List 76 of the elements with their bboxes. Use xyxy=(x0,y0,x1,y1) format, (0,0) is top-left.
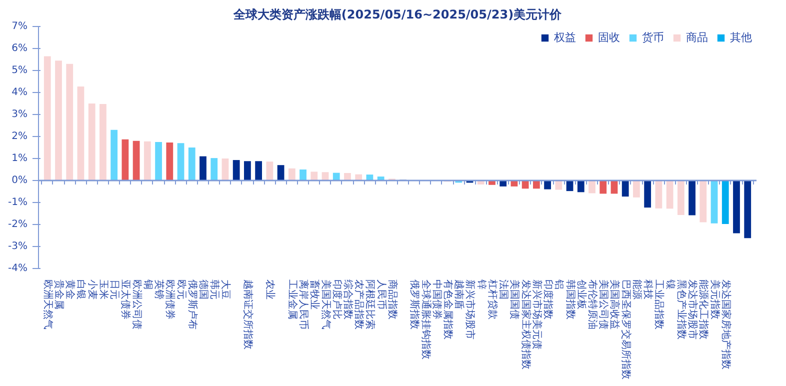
x-tick-label: 美元指数 xyxy=(708,280,721,320)
y-tick-label: -2% xyxy=(8,219,28,230)
x-tick-label: 俄罗斯指数 xyxy=(408,280,421,330)
x-tick-label: 玉米 xyxy=(97,280,110,300)
x-tick-label: 布伦特原油 xyxy=(586,280,599,330)
x-tick-label: 杠杆贷款 xyxy=(486,278,498,320)
x-tick-label: 德国 xyxy=(197,280,208,300)
x-tick-label: 中国债券 xyxy=(430,280,443,320)
x-tick-label: 锌 xyxy=(475,278,488,290)
x-tick-label: 农产品指数 xyxy=(353,280,366,330)
x-tick-label: 小麦 xyxy=(86,280,98,300)
y-tick-label: 4% xyxy=(12,87,28,98)
x-tick-label: 美国天然气 xyxy=(320,280,332,330)
x-tick-label: 欧洲天然气 xyxy=(42,280,54,330)
x-tick-label: 亚太债券 xyxy=(120,280,132,320)
y-tick-label: 1% xyxy=(12,153,28,164)
x-tick-label: 阿根廷比索 xyxy=(364,280,376,330)
x-tick-label: 黄金 xyxy=(64,280,76,300)
x-tick-label: 英镑 xyxy=(153,280,166,300)
x-tick-label: 有色金属指数 xyxy=(442,280,454,340)
x-tick-label: 工业金属 xyxy=(286,280,298,320)
x-tick-label: 商品指数 xyxy=(386,280,398,320)
x-tick-label: 能源 xyxy=(630,280,643,300)
legend-label: 商品 xyxy=(686,30,708,45)
y-tick-label: 3% xyxy=(12,109,28,120)
x-tick-label: 印度卢比 xyxy=(330,280,343,320)
chart-title: 全球大类资产涨跌幅(2025/05/16~2025/05/23)美元计价 xyxy=(232,8,563,22)
x-tick-label: 贵金属 xyxy=(53,280,66,310)
x-tick-label: 越南证交所指数 xyxy=(242,280,254,350)
legend-label: 权益 xyxy=(554,30,576,45)
x-tick-label: 欧元 xyxy=(175,280,186,300)
x-tick-label: 发达市场股市 xyxy=(686,280,699,340)
x-tick-label: 能源化工指数 xyxy=(698,280,710,340)
x-tick-label: 人民币 xyxy=(375,280,388,310)
y-tick-label: 0% xyxy=(12,175,28,186)
y-tick-label: 7% xyxy=(12,21,28,32)
y-tick-label: -3% xyxy=(8,241,28,252)
y-tick-label: 6% xyxy=(12,43,28,54)
x-tick-label: 综合指数 xyxy=(342,280,354,320)
x-tick-label: 离岸人民币 xyxy=(298,280,310,330)
legend-label: 固收 xyxy=(598,30,620,45)
x-tick-label: 俄罗斯卢布 xyxy=(186,280,198,330)
x-tick-label: 黑色产业指数 xyxy=(675,280,688,340)
x-tick-label: 新兴市场股市 xyxy=(464,280,476,340)
x-tick-label: 镍 xyxy=(664,278,676,290)
x-tick-label: 科技 xyxy=(642,280,654,300)
legend-label: 货币 xyxy=(642,30,664,45)
x-tick-label: 韩国指数 xyxy=(564,280,576,320)
x-tick-label: 全球通胀挂钩指数 xyxy=(420,280,432,360)
x-tick-label: 铝 xyxy=(553,278,564,290)
x-tick-label: 韩元 xyxy=(208,280,221,300)
x-tick-label: 日元 xyxy=(108,280,120,300)
x-tick-label: 白银 xyxy=(75,280,88,300)
y-tick-label: 5% xyxy=(12,65,28,76)
x-tick-label: 铜 xyxy=(142,278,153,290)
x-tick-label: 农业 xyxy=(264,280,276,300)
x-tick-label: 创业板 xyxy=(575,280,588,310)
x-tick-label: 新兴市场美元债 xyxy=(530,280,543,350)
x-tick-label: 发达国家房地产指数 xyxy=(720,280,732,370)
x-tick-label: 美国公司债 xyxy=(598,280,610,330)
y-tick-label: 2% xyxy=(12,131,28,142)
y-tick-label: -1% xyxy=(8,197,28,208)
x-tick-label: 法国 xyxy=(498,280,510,300)
x-tick-label: 欧洲债券 xyxy=(164,280,176,320)
x-tick-label: 越南盾 xyxy=(453,280,466,310)
y-tick-label: -4% xyxy=(8,263,28,274)
x-tick-label: 发达国家主权债指数 xyxy=(520,280,532,370)
x-tick-label: 美国高收益 xyxy=(608,280,621,330)
x-tick-label: 工业品指数 xyxy=(653,280,666,330)
x-tick-label: 大豆 xyxy=(220,280,232,300)
x-tick-label: 畜牧业 xyxy=(308,280,321,310)
legend-label: 其他 xyxy=(730,30,752,45)
x-tick-label: 印度指数 xyxy=(542,280,554,320)
x-tick-label: 巴西圣保罗交易所指数 xyxy=(620,280,632,380)
x-tick-label: 美国国债 xyxy=(508,280,521,320)
x-tick-label: 欧洲公司债 xyxy=(130,280,143,330)
